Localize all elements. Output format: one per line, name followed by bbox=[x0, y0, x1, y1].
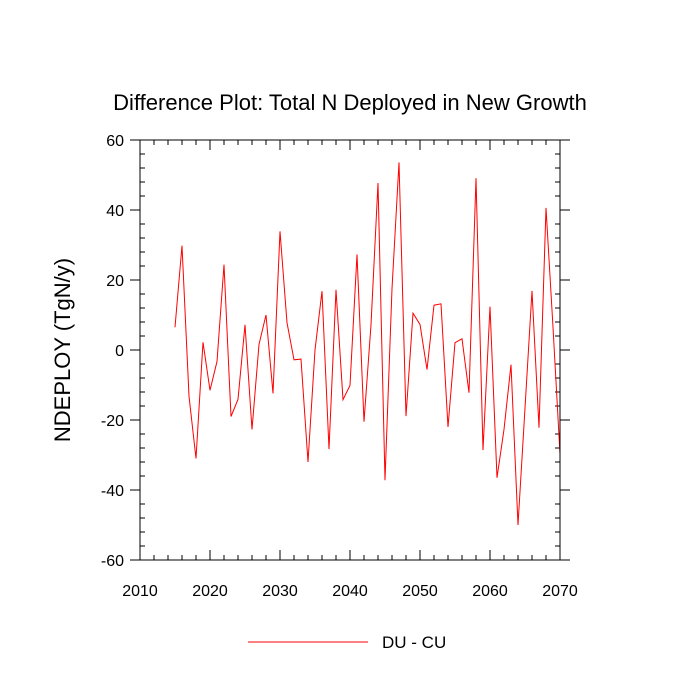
x-tick-label: 2020 bbox=[192, 583, 228, 600]
x-tick-label: 2040 bbox=[332, 583, 368, 600]
y-tick-label: -40 bbox=[101, 483, 124, 500]
y-tick-label: -20 bbox=[101, 413, 124, 430]
legend: DU - CU bbox=[248, 633, 446, 652]
legend-label: DU - CU bbox=[382, 633, 446, 652]
y-tick-label: 0 bbox=[115, 343, 124, 360]
x-tick-label: 2050 bbox=[402, 583, 438, 600]
y-axis-label: NDEPLOY (TgN/y) bbox=[50, 258, 75, 442]
x-tick-label: 2060 bbox=[472, 583, 508, 600]
y-tick-label: 20 bbox=[106, 273, 124, 290]
x-tick-label: 2070 bbox=[542, 583, 578, 600]
y-tick-label: 40 bbox=[106, 203, 124, 220]
series-lines bbox=[174, 162, 561, 526]
chart-title: Difference Plot: Total N Deployed in New… bbox=[113, 90, 587, 115]
plot-frame bbox=[139, 139, 561, 561]
axis-tick-labels: 2010 2020 2030 2040 2050 2060 2070-60-40-20020… bbox=[101, 133, 578, 600]
axis-ticks bbox=[130, 139, 570, 561]
x-tick-label: 2030 bbox=[262, 583, 298, 600]
y-tick-label: -60 bbox=[101, 553, 124, 570]
y-tick-label: 60 bbox=[106, 133, 124, 150]
x-tick-label: 2010 bbox=[122, 583, 158, 600]
series-line-du-cu bbox=[174, 162, 561, 526]
